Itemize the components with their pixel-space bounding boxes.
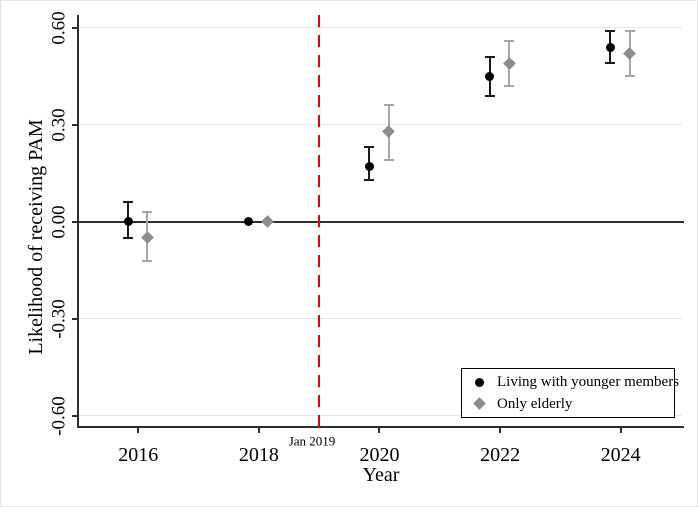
confidence-interval-cap xyxy=(383,104,394,107)
gridline xyxy=(78,415,682,417)
y-axis-tick xyxy=(72,26,78,29)
x-axis-tick xyxy=(137,427,140,433)
x-tick-label: 2016 xyxy=(118,444,159,466)
data-point-marker xyxy=(364,162,374,172)
y-axis-title: Likelihood of receiving PAM xyxy=(25,119,47,355)
y-axis-tick xyxy=(72,317,78,320)
confidence-interval-cap xyxy=(364,178,375,181)
gridline xyxy=(78,318,682,320)
x-tick-label: 2022 xyxy=(480,444,521,466)
legend-item: Living with younger members xyxy=(475,374,679,391)
data-point-marker xyxy=(140,231,154,245)
confidence-interval-cap xyxy=(504,39,515,42)
x-axis-title: Year xyxy=(362,464,400,486)
x-axis-tick xyxy=(378,427,381,433)
x-tick-label: 2024 xyxy=(600,444,641,466)
data-point-marker xyxy=(485,71,495,81)
data-point-marker xyxy=(123,217,133,227)
confidence-interval-cap xyxy=(142,211,153,214)
data-point-marker xyxy=(605,42,615,52)
data-point-marker xyxy=(623,47,637,61)
data-point-marker xyxy=(382,124,395,138)
legend: Living with younger members Only elderly xyxy=(461,368,679,418)
y-tick-label: 0.30 xyxy=(48,108,70,142)
circle-marker-icon xyxy=(475,377,484,387)
x-axis-tick xyxy=(619,427,622,433)
x-axis-tick xyxy=(257,427,260,433)
y-axis-tick xyxy=(72,414,78,417)
data-point-marker xyxy=(261,215,275,229)
data-point-marker xyxy=(502,57,516,70)
confidence-interval-cap xyxy=(364,146,375,149)
confidence-interval-cap xyxy=(504,85,515,88)
y-tick-label: 0.60 xyxy=(48,11,70,45)
legend-item-label: Only elderly xyxy=(497,395,573,412)
confidence-interval-cap xyxy=(605,62,616,65)
confidence-interval-cap xyxy=(624,75,635,78)
confidence-interval-cap xyxy=(142,259,153,262)
confidence-interval-cap xyxy=(624,30,635,33)
y-axis-tick xyxy=(72,123,78,126)
x-tick-label: 2020 xyxy=(359,444,400,466)
confidence-interval-cap xyxy=(484,94,495,97)
diamond-marker-icon xyxy=(473,397,486,411)
x-axis-tick xyxy=(499,427,502,433)
y-axis-line xyxy=(77,15,79,427)
y-tick-label: -0.30 xyxy=(48,298,70,339)
gridline xyxy=(78,124,682,126)
confidence-interval-cap xyxy=(484,56,495,58)
y-axis-tick xyxy=(72,220,78,223)
event-date-line xyxy=(318,15,321,427)
zero-reference-line xyxy=(78,220,684,223)
x-axis-line xyxy=(77,426,684,428)
event-date-label: Jan 2019 xyxy=(288,433,336,449)
gridline xyxy=(78,27,682,29)
confidence-interval-cap xyxy=(605,30,616,33)
legend-item: Only elderly xyxy=(473,395,674,413)
data-point-marker xyxy=(244,217,254,227)
x-tick-label: 2018 xyxy=(238,444,279,466)
confidence-interval-cap xyxy=(123,201,134,204)
confidence-interval-cap xyxy=(383,159,394,162)
y-tick-label: 0.00 xyxy=(48,205,70,239)
y-tick-label: -0.60 xyxy=(48,395,70,436)
confidence-interval-cap xyxy=(123,236,134,239)
legend-item-label: Living with younger members xyxy=(497,374,680,390)
